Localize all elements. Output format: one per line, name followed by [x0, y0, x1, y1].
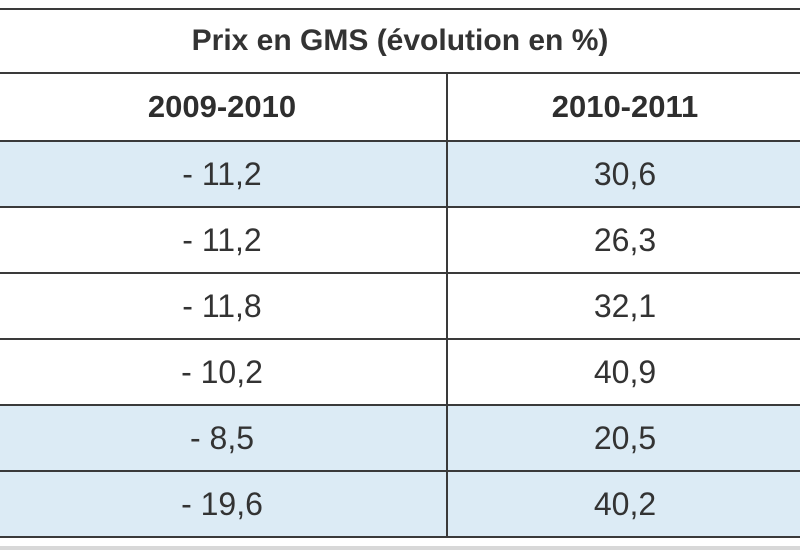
- table-cell: 32,1: [446, 272, 800, 340]
- bottom-divider: [0, 546, 800, 550]
- table-cell: - 10,2: [0, 338, 448, 406]
- table-cell: - 11,2: [0, 140, 448, 208]
- table-row: - 11,2 30,6: [0, 140, 800, 208]
- table-cell: - 8,5: [0, 404, 448, 472]
- table-cell: - 11,2: [0, 206, 448, 274]
- table-row: - 19,6 40,2: [0, 470, 800, 538]
- column-header-row: 2009-2010 2010-2011: [0, 72, 800, 142]
- table-row: - 11,8 32,1: [0, 272, 800, 340]
- table-row: - 10,2 40,9: [0, 338, 800, 406]
- column-header-2009-2010: 2009-2010: [0, 72, 448, 142]
- table-row: - 11,2 26,3: [0, 206, 800, 274]
- table-cell: 40,9: [446, 338, 800, 406]
- table-title-row: Prix en GMS (évolution en %): [0, 8, 800, 74]
- table-cell: - 19,6: [0, 470, 448, 538]
- price-evolution-table: Prix en GMS (évolution en %) 2009-2010 2…: [0, 8, 800, 538]
- table-cell: - 11,8: [0, 272, 448, 340]
- table-cell: 40,2: [446, 470, 800, 538]
- column-header-2010-2011: 2010-2011: [446, 72, 800, 142]
- table-title: Prix en GMS (évolution en %): [0, 8, 800, 74]
- table-row: - 8,5 20,5: [0, 404, 800, 472]
- table-cell: 26,3: [446, 206, 800, 274]
- table-cell: 30,6: [446, 140, 800, 208]
- table-cell: 20,5: [446, 404, 800, 472]
